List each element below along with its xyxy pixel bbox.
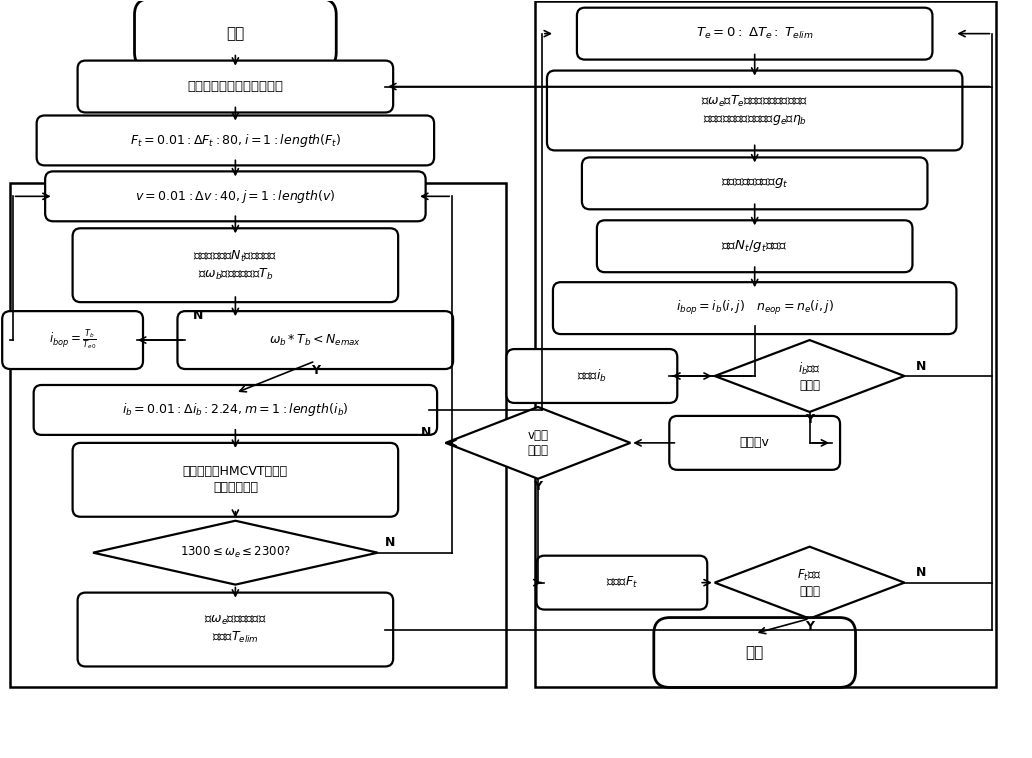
FancyBboxPatch shape xyxy=(178,311,453,369)
FancyBboxPatch shape xyxy=(553,282,957,334)
Polygon shape xyxy=(93,521,378,584)
Polygon shape xyxy=(446,407,631,479)
Text: $1300\leq\omega_e\leq 2300?$: $1300\leq\omega_e\leq 2300?$ xyxy=(180,545,291,560)
Text: $T_e=0:\;\Delta T_e:\;T_{elim}$: $T_e=0:\;\Delta T_e:\;T_{elim}$ xyxy=(696,26,813,41)
Text: 计算拖拉机比油耗$g_t$: 计算拖拉机比油耗$g_t$ xyxy=(721,177,788,190)
Text: Y: Y xyxy=(534,481,543,493)
Bar xyxy=(535,1,996,688)
FancyBboxPatch shape xyxy=(547,70,963,150)
Text: $i_b$循环
结束？: $i_b$循环 结束？ xyxy=(798,361,821,392)
Text: 求出$N_t/g_t$最大值: 求出$N_t/g_t$最大值 xyxy=(721,238,787,254)
FancyBboxPatch shape xyxy=(507,349,677,403)
FancyBboxPatch shape xyxy=(45,171,425,221)
FancyBboxPatch shape xyxy=(37,115,434,165)
Text: Y: Y xyxy=(805,413,814,427)
Text: 开始: 开始 xyxy=(226,26,245,41)
Text: Y: Y xyxy=(805,620,814,633)
Text: N: N xyxy=(421,427,431,440)
Text: Y: Y xyxy=(311,364,320,377)
Text: $F_t$循环
结束？: $F_t$循环 结束？ xyxy=(798,568,821,597)
FancyBboxPatch shape xyxy=(670,416,840,470)
Text: N: N xyxy=(916,359,927,372)
FancyBboxPatch shape xyxy=(77,61,393,112)
Text: N: N xyxy=(193,309,203,321)
FancyBboxPatch shape xyxy=(34,385,438,435)
FancyBboxPatch shape xyxy=(72,228,398,302)
FancyBboxPatch shape xyxy=(2,311,143,369)
Text: $i_{bop}=\frac{T_b}{T_{e0}}$: $i_{bop}=\frac{T_b}{T_{e0}}$ xyxy=(49,327,97,352)
Text: v循环
结束？: v循环 结束？ xyxy=(527,429,548,457)
Text: 下一个v: 下一个v xyxy=(740,437,770,449)
Polygon shape xyxy=(715,547,904,619)
Text: $v=0.01:\Delta v:40,j=1:length(v)$: $v=0.01:\Delta v:40,j=1:length(v)$ xyxy=(135,188,335,205)
Text: $F_t=0.01:\Delta F_t:80,i=1:length(F_t)$: $F_t=0.01:\Delta F_t:80,i=1:length(F_t)$ xyxy=(130,132,342,149)
Text: 由$\omega_e$、$T_e$查发动机燃油消耗率模
型和变速器效率模型得到$g_e$、$\eta_b$: 由$\omega_e$、$T_e$查发动机燃油消耗率模 型和变速器效率模型得到$… xyxy=(701,94,808,127)
FancyBboxPatch shape xyxy=(654,618,856,688)
Text: 设置发动机极限转速、转矩: 设置发动机极限转速、转矩 xyxy=(188,80,284,93)
Text: 下一个$F_t$: 下一个$F_t$ xyxy=(606,575,638,590)
Text: 计算牵引功率$N_t$，变速器转
速$\omega_b$，变速器转矩$T_b$: 计算牵引功率$N_t$，变速器转 速$\omega_b$，变速器转矩$T_b$ xyxy=(193,249,278,282)
Text: 下一个$i_b$: 下一个$i_b$ xyxy=(577,368,607,384)
FancyBboxPatch shape xyxy=(537,556,707,609)
Text: $\omega_b*T_b<N_{emax}$: $\omega_b*T_b<N_{emax}$ xyxy=(269,333,361,348)
Text: N: N xyxy=(916,566,927,579)
FancyBboxPatch shape xyxy=(577,8,933,60)
FancyBboxPatch shape xyxy=(77,593,393,666)
Text: 由变速比和HMCVT转速计
算发动机转速: 由变速比和HMCVT转速计 算发动机转速 xyxy=(183,465,288,494)
Text: $i_b=0.01:\Delta i_b:2.24,m=1:length(i_b)$: $i_b=0.01:\Delta i_b:2.24,m=1:length(i_b… xyxy=(122,402,349,418)
Text: 结束: 结束 xyxy=(745,645,764,660)
Bar xyxy=(9,183,506,688)
FancyBboxPatch shape xyxy=(582,158,928,209)
Text: 由$\omega_e$计算发动机极
限转矩$T_{elim}$: 由$\omega_e$计算发动机极 限转矩$T_{elim}$ xyxy=(204,614,266,645)
Text: $i_{bop}=i_b(i,j)\quad n_{eop}=n_e(i,j)$: $i_{bop}=i_b(i,j)\quad n_{eop}=n_e(i,j)$ xyxy=(676,299,834,317)
FancyBboxPatch shape xyxy=(134,0,336,68)
Polygon shape xyxy=(715,340,904,412)
FancyBboxPatch shape xyxy=(596,221,912,272)
FancyBboxPatch shape xyxy=(72,443,398,517)
Text: N: N xyxy=(385,536,395,550)
